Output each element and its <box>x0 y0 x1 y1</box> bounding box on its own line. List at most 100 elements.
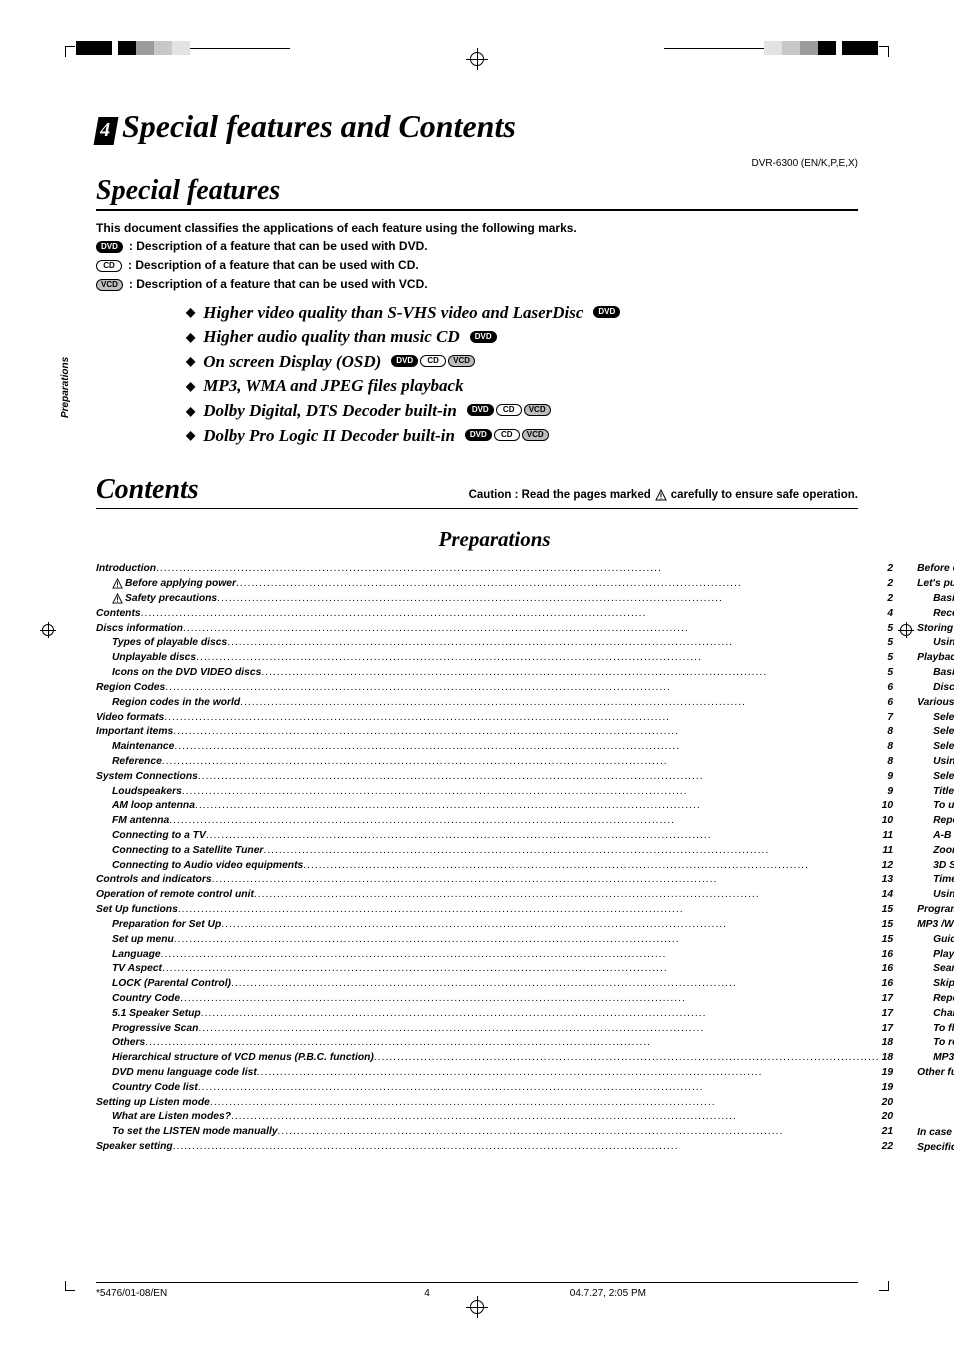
toc-row: Various playback functions 32 <box>917 696 954 711</box>
toc-row: TV Aspect 16 <box>96 962 893 977</box>
feature-item: ◆On screen Display (OSD)DVDCDVCD <box>186 350 858 375</box>
toc-label: Country Code <box>112 992 180 1007</box>
toc-label: Repeat play (only for MP3/WMA files) <box>933 992 954 1007</box>
toc-dots <box>169 814 879 829</box>
toc-label: FM antenna <box>112 814 169 829</box>
toc-page: 19 <box>880 1066 893 1081</box>
toc-page: 15 <box>880 918 893 933</box>
toc-label: Various playback functions <box>917 696 954 711</box>
mark-text: : Description of a feature that can be u… <box>129 275 428 294</box>
toc-dots <box>195 799 880 814</box>
toc-row: Region codes in the world 6 <box>96 696 893 711</box>
toc-dots <box>173 725 885 740</box>
toc-row: Progressive Scan 17 <box>96 1022 893 1037</box>
toc-page: 17 <box>880 1022 893 1037</box>
feature-item: ◆Dolby Pro Logic II Decoder built-inDVDC… <box>186 424 858 449</box>
toc-page: 16 <box>880 962 893 977</box>
toc-dots <box>164 711 885 726</box>
rule <box>96 508 858 509</box>
diamond-icon: ◆ <box>186 353 195 370</box>
toc-dots <box>162 962 880 977</box>
toc-page: 22 <box>880 1140 893 1155</box>
toc-label: Reference <box>112 755 162 770</box>
feature-text: Dolby Digital, DTS Decoder built-in <box>203 399 457 424</box>
caution-text: Caution : Read the pages marked carefull… <box>469 489 858 501</box>
toc-label: To use the Disc Menu <box>933 799 954 814</box>
mark-text: : Description of a feature that can be u… <box>129 237 428 256</box>
feature-item: ◆Higher video quality than S-VHS video a… <box>186 301 858 326</box>
toc-row: Country Code 17 <box>96 992 893 1007</box>
toc-dots <box>240 696 885 711</box>
toc-row: Repeat play (only for MP3/WMA files) 40 <box>917 992 954 1007</box>
toc-label: Safety precautions <box>112 592 217 607</box>
toc-row: Basic play 29 <box>917 666 954 681</box>
toc-row: Maintenance 8 <box>96 740 893 755</box>
toc-page: 17 <box>880 1007 893 1022</box>
toc-label: Setting up Listen mode <box>96 1096 210 1111</box>
toc-label: Basic play <box>933 666 954 681</box>
feature-list: ◆ Higher video quality than S-VHS video a… <box>186 301 858 449</box>
diamond-icon: ◆ <box>186 378 195 395</box>
toc-dots <box>201 1007 880 1022</box>
toc-dots <box>162 755 886 770</box>
toc-label: DVD menu language code list <box>112 1066 257 1081</box>
toc-row: System Connections 9 <box>96 770 893 785</box>
toc-row: Change the Slide speed (only for JPEG fi… <box>917 1007 954 1022</box>
feature-badges: DVD <box>593 307 620 319</box>
toc-dots <box>303 859 879 874</box>
toc-label: MP3 /WMA program playback <box>933 1051 954 1066</box>
toc-page: 4 <box>885 607 893 622</box>
toc-row: Skipping files 40 <box>917 977 954 992</box>
toc-page: 20 <box>880 1110 893 1125</box>
toc-dots <box>182 785 886 800</box>
toc-dots <box>198 1022 879 1037</box>
toc-label: Hierarchical structure of VCD menus (P.B… <box>112 1051 374 1066</box>
toc-dots <box>161 948 880 963</box>
toc-row: Country Code list 19 <box>96 1081 893 1096</box>
toc-row: In case of difficulty 43 <box>917 1126 954 1141</box>
toc-row: Title Menu / Disc Menu 33 <box>917 785 954 800</box>
toc-dots <box>206 829 881 844</box>
toc-dots <box>174 740 885 755</box>
toc-label: Basic use method <box>933 592 954 607</box>
toc-label: Progressive Scan <box>112 1022 198 1037</box>
toc-label: To rotate picture (only for JPEG files) <box>933 1036 954 1051</box>
toc-label: Using Marker <box>933 755 954 770</box>
toc-page: 11 <box>880 844 893 859</box>
reg-mark-top <box>0 45 954 73</box>
page-content: DVR-6300 (EN/K,P,E,X) 4 Special features… <box>96 108 858 1271</box>
toc-row: Connecting to Audio video equipments 12 <box>96 859 893 874</box>
toc-page: 8 <box>885 755 893 770</box>
toc-label: 5.1 Speaker Setup <box>112 1007 201 1022</box>
toc-label: Region Codes <box>96 681 165 696</box>
dvd-badge: DVD <box>391 355 418 367</box>
toc-label: AM loop antenna <box>112 799 195 814</box>
feature-badges: DVDCDVCD <box>465 430 549 442</box>
dvd-badge: DVD <box>467 404 494 416</box>
toc-label: Title Menu / Disc Menu <box>933 785 954 800</box>
toc-page: 7 <box>885 711 893 726</box>
toc-columns: Preparations Introduction 2Before applyi… <box>96 527 858 1155</box>
feature-text: Higher video quality than S-VHS video an… <box>203 301 583 326</box>
toc-label: Select Audio Language <box>933 711 954 726</box>
toc-label: Playback of disc <box>917 651 954 666</box>
toc-label: Important items <box>96 725 173 740</box>
col-title-knowledge: Knowledge <box>917 1091 954 1116</box>
toc-row: Select Camera angle 33 <box>917 770 954 785</box>
model-id: DVR-6300 (EN/K,P,E,X) <box>751 158 858 169</box>
toc-row: Connecting to a TV 11 <box>96 829 893 844</box>
toc-row: MP3 /WMA program playback 41 <box>917 1051 954 1066</box>
toc-dots <box>210 1096 880 1111</box>
vcd-badge: VCD <box>524 404 551 416</box>
mark-row: CD: Description of a feature that can be… <box>96 256 858 275</box>
toc-page: 13 <box>880 873 893 888</box>
toc-page: 2 <box>885 592 893 607</box>
toc-page: 18 <box>880 1036 893 1051</box>
warning-icon <box>112 593 123 604</box>
toc-label: Others <box>112 1036 145 1051</box>
footer-date: 04.7.27, 2:05 PM <box>470 1288 858 1299</box>
dvd-badge: DVD <box>96 241 123 253</box>
toc-dots <box>263 844 880 859</box>
toc-page: 5 <box>885 622 893 637</box>
mark-row: DVD : Description of a feature that can b… <box>96 237 858 256</box>
